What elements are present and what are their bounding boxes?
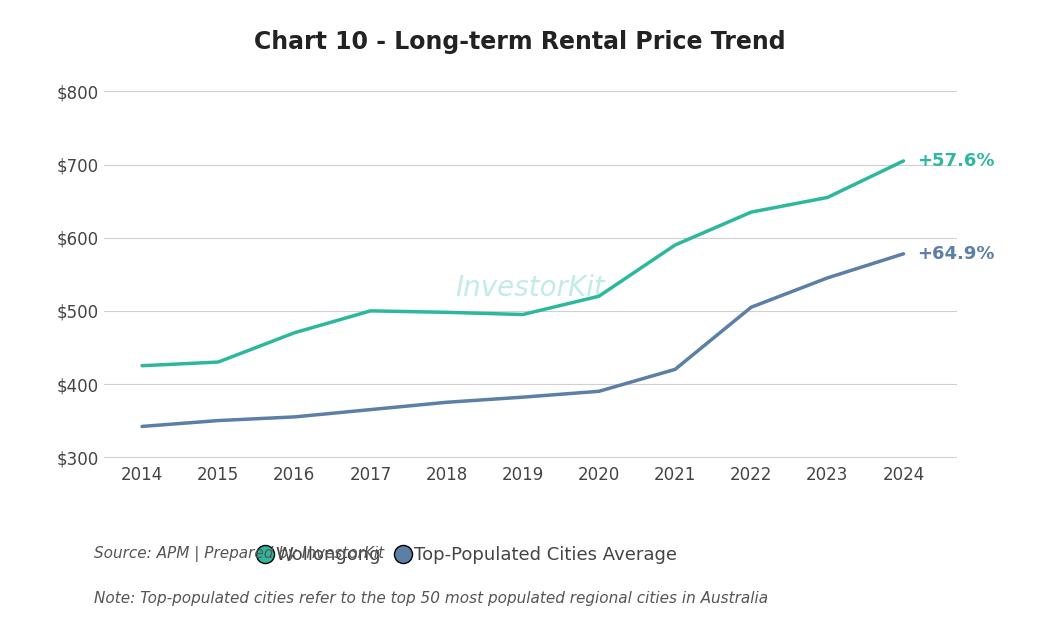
- Text: Note: Top-populated cities refer to the top 50 most populated regional cities in: Note: Top-populated cities refer to the …: [94, 591, 768, 606]
- Text: +57.6%: +57.6%: [917, 152, 995, 170]
- Text: InvestorKit: InvestorKit: [456, 274, 605, 302]
- Legend: Wollongong, Top-Populated Cities Average: Wollongong, Top-Populated Cities Average: [258, 539, 684, 572]
- Text: Source: APM | Prepared by InvestorKit: Source: APM | Prepared by InvestorKit: [94, 545, 384, 562]
- Text: +64.9%: +64.9%: [917, 245, 995, 263]
- Text: Chart 10 - Long-term Rental Price Trend: Chart 10 - Long-term Rental Price Trend: [254, 29, 786, 54]
